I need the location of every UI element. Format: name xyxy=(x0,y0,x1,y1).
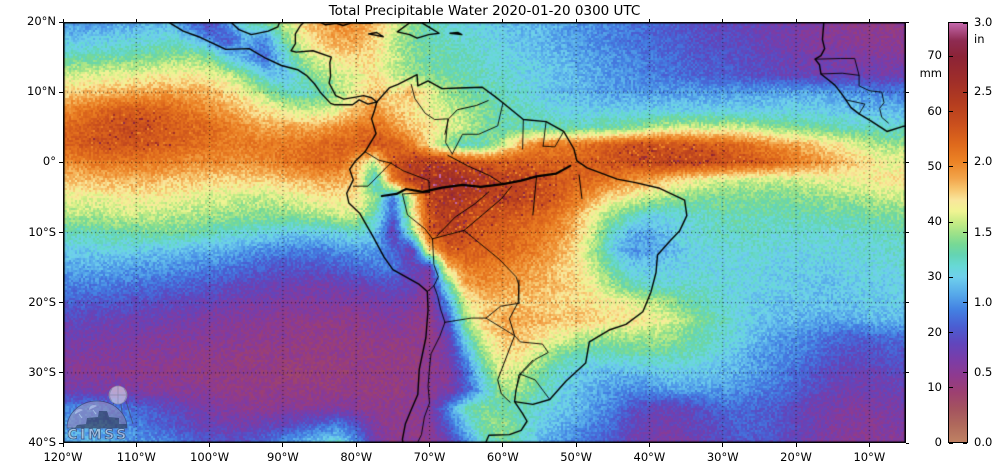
x-axis-tick-label: 70°W xyxy=(413,450,446,464)
chart-title: Total Precipitable Water 2020-01-20 0300… xyxy=(328,3,641,19)
colorbar-tick-label-in: 0.0 xyxy=(974,435,993,449)
x-axis-tick-label: 50°W xyxy=(560,450,593,464)
map-plot-area: CIMSS xyxy=(63,22,906,443)
x-axis-tick xyxy=(282,443,284,447)
satellite-dish-icon xyxy=(75,405,97,419)
y-axis-tick xyxy=(59,232,63,233)
y-axis-tick-right xyxy=(906,302,909,304)
y-axis-tick-right xyxy=(906,91,909,93)
x-axis-tick-top xyxy=(282,19,284,22)
x-axis-tick-top xyxy=(722,19,724,22)
x-axis-tick-label: 10°W xyxy=(853,450,886,464)
colorbar-tick-in xyxy=(963,91,967,93)
colorbar-tick-in xyxy=(963,232,967,233)
colorbar-tick-mm xyxy=(949,55,953,57)
colorbar-tick-in xyxy=(963,161,967,163)
y-axis-tick xyxy=(59,161,63,163)
skyline-silhouette xyxy=(67,411,127,428)
y-axis-tick-label: 0° xyxy=(42,154,56,169)
y-axis-tick xyxy=(59,442,63,444)
cimss-logo: CIMSS xyxy=(66,385,134,442)
x-axis-tick-top xyxy=(868,19,870,22)
x-axis-tick-top xyxy=(648,19,650,22)
colorbar-tick-label-in: 0.5 xyxy=(974,364,993,379)
y-axis-tick-label: 20°N xyxy=(27,14,56,28)
x-axis-tick-label: 80°W xyxy=(340,450,373,464)
y-axis-tick-right xyxy=(906,21,909,23)
y-axis-tick-label: 20°S xyxy=(28,294,56,309)
colorbar-tick-label-mm: 20 xyxy=(927,324,942,339)
y-axis-tick-label: 10°N xyxy=(27,84,56,99)
x-axis-tick-label: 60°W xyxy=(486,450,519,464)
x-axis-tick-top xyxy=(429,19,431,22)
x-axis-tick-label: 100°W xyxy=(190,450,230,464)
y-axis-tick-label: 40°S xyxy=(28,435,56,449)
colorbar-tick-in xyxy=(963,23,967,24)
x-axis-tick xyxy=(502,443,504,447)
x-axis-tick-top xyxy=(135,19,137,22)
colorbar-tick-mm xyxy=(949,221,953,223)
colorbar-tick-label-in: 3.0 xyxy=(974,15,993,29)
colorbar-tick-label-mm: 10 xyxy=(927,379,942,394)
tpw-heatmap-canvas xyxy=(63,22,906,443)
colorbar-tick-mm xyxy=(949,166,953,168)
colorbar-tick-in xyxy=(963,302,967,304)
y-axis-tick xyxy=(59,302,63,304)
colorbar-tick-label-in: 1.0 xyxy=(974,294,993,309)
x-axis-tick-label: 120°W xyxy=(43,450,83,464)
x-axis-tick-top xyxy=(355,19,357,22)
colorbar-tick-in xyxy=(963,442,967,444)
x-axis-tick xyxy=(722,443,724,447)
colorbar-tick-mm xyxy=(949,276,953,278)
x-axis-tick-top xyxy=(62,19,64,22)
x-axis-tick xyxy=(868,443,870,447)
y-axis-tick-right xyxy=(906,161,909,163)
x-axis-tick-top xyxy=(209,19,211,22)
colorbar-tick-label-in: 2.5 xyxy=(974,84,993,99)
x-axis-tick-label: 20°W xyxy=(780,450,812,464)
x-axis-tick xyxy=(355,443,357,447)
x-axis-tick xyxy=(62,443,64,447)
y-axis-tick-label: 10°S xyxy=(28,224,56,239)
x-axis-tick-label: 40°W xyxy=(633,450,666,464)
colorbar-tick-mm xyxy=(949,442,953,444)
colorbar-tick-mm xyxy=(949,332,953,333)
x-axis-tick xyxy=(795,443,797,447)
y-axis-tick-right xyxy=(906,442,909,444)
y-axis-tick xyxy=(59,21,63,23)
x-axis-tick-label: 90°W xyxy=(267,450,299,464)
x-axis-tick-top xyxy=(502,19,504,22)
colorbar-unit-mm: mm xyxy=(919,66,942,80)
x-axis-tick xyxy=(648,443,650,447)
colorbar-unit-in: in xyxy=(974,32,985,46)
colorbar-tick-label-mm: 0 xyxy=(934,435,942,449)
colorbar-tick-mm xyxy=(949,111,953,112)
colorbar-tick-label-in: 1.5 xyxy=(974,224,993,239)
y-axis-tick xyxy=(59,372,63,374)
x-axis-tick xyxy=(135,443,137,447)
colorbar xyxy=(948,22,968,443)
y-axis-tick-right xyxy=(906,372,909,374)
cimss-logo-text: CIMSS xyxy=(67,427,128,442)
colorbar-tick-label-in: 2.0 xyxy=(974,154,993,169)
colorbar-tick-label-mm: 30 xyxy=(927,269,942,284)
x-axis-tick xyxy=(429,443,431,447)
colorbar-tick-in xyxy=(963,372,967,374)
x-axis-tick-label: 30°W xyxy=(706,450,739,464)
colorbar-tick-label-mm: 60 xyxy=(927,103,942,118)
x-axis-tick xyxy=(209,443,211,447)
colorbar-tick-mm xyxy=(949,387,953,389)
x-axis-tick xyxy=(575,443,577,447)
y-axis-tick-label: 30°S xyxy=(28,364,56,379)
x-axis-tick-top xyxy=(795,19,797,22)
x-axis-tick-top xyxy=(575,19,577,22)
colorbar-tick-label-mm: 50 xyxy=(927,158,942,173)
y-axis-tick-right xyxy=(906,232,909,233)
colorbar-tick-label-mm: 40 xyxy=(927,214,942,228)
y-axis-tick xyxy=(59,91,63,93)
x-axis-tick-label: 110°W xyxy=(116,450,156,464)
colorbar-tick-label-mm: 70 xyxy=(927,48,942,63)
